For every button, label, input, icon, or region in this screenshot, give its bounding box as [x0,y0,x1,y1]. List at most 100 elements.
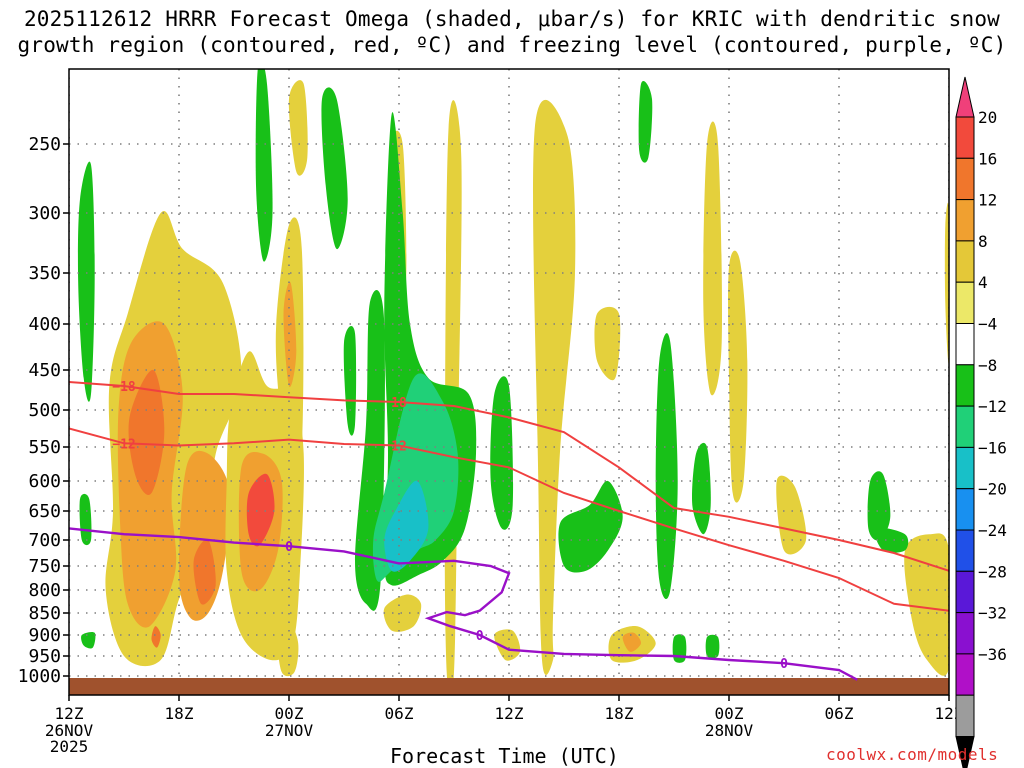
omega-region-10 [283,282,297,388]
colorbar-label-2: 12 [978,191,997,210]
omega-region-4 [193,539,216,605]
colorbar-swatch-5 [955,281,975,325]
y-tick-label-500: 500 [28,400,61,421]
x-tick-label-36: 00Z [715,704,744,723]
ground-surface [69,678,949,695]
colorbar-swatch-3 [955,199,975,242]
dgz-label-mid-1: 12 [391,440,407,455]
colorbar-label-9: −20 [978,480,1007,499]
x-tick-label-6: 18Z [165,704,194,723]
omega-region-39 [655,333,678,600]
dgz-label-left-0: −18 [112,380,136,395]
colorbar-swatch-9 [955,446,975,490]
colorbar-swatch-10 [955,488,975,531]
y-tick-label-600: 600 [28,471,61,492]
colorbar-swatch-1 [955,116,975,159]
dgz-label-left-1: −12 [112,437,135,452]
freezing-label-c-0: 0 [780,657,788,672]
credit-link[interactable]: coolwx.com/models [826,745,999,764]
omega-region-22 [728,250,748,503]
x-axis-title: Forecast Time (UTC) [390,744,619,768]
omega-region-41 [672,634,687,663]
omega-shading [69,69,949,695]
omega-region-26 [77,161,95,402]
chart-title: 2025112612 HRRR Forecast Omega (shaded, … [0,6,1024,58]
omega-region-8 [246,473,275,547]
omega-region-12 [288,80,308,176]
omega-region-42 [705,634,720,659]
freezing-label-b-0: 0 [476,629,484,644]
x-tick-label-42: 06Z [825,704,854,723]
colorbar-label-5: −4 [978,315,997,334]
y-tick-label-650: 650 [28,501,61,522]
colorbar-label-12: −32 [978,604,1007,623]
colorbar-swatch-7 [955,364,975,407]
x-tick-date-12: 27NOV [265,721,314,740]
colorbar-swatch-2 [955,157,975,201]
y-tick-label-450: 450 [28,360,61,381]
y-tick-label-950: 950 [28,646,61,667]
x-tick-label-30: 18Z [605,704,634,723]
colorbar-label-3: 8 [978,232,988,251]
x-tick-date-36: 28NOV [705,721,754,740]
colorbar-swatch-8 [955,405,975,448]
colorbar-label-0: 20 [978,108,997,127]
colorbar-swatch-4 [955,240,975,283]
title-line-1: 2025112612 HRRR Forecast Omega (shaded, … [23,7,1001,31]
y-tick-label-850: 850 [28,603,61,624]
colorbar-swatch-6 [955,323,975,366]
y-tick-label-350: 350 [28,263,61,284]
title-line-2: growth region (contoured, red, ºC) and f… [17,33,1007,57]
omega-region-28 [81,631,96,649]
dgz-contour-0 [69,381,949,572]
y-axis: 2503003504004505005506006507007508008509… [18,134,69,687]
x-tick-label-24: 12Z [495,704,524,723]
freezing-label-a-0: 0 [285,540,293,555]
omega-region-44 [874,527,909,553]
y-tick-label-750: 750 [28,556,61,577]
omega-region-24 [904,533,949,676]
x-tick-date-0: 26NOV [45,721,94,740]
colorbar: 20 16 12 8 4 −4 −8 −12 −16 −20 −24 −28 −32 −36 [955,76,1007,768]
x-tick-label-18: 06Z [385,704,414,723]
omega-region-43 [867,471,891,541]
x-tick-label-12: 00Z [275,704,304,723]
y-tick-label-550: 550 [28,437,61,458]
dgz-label-mid-0: 18 [391,396,407,411]
colorbar-label-11: −28 [978,562,1007,581]
x-tick-label-0: 12Z [55,704,84,723]
omega-region-29 [255,69,273,262]
colorbar-swatch-0 [955,76,975,118]
y-tick-label-400: 400 [28,314,61,335]
omega-region-2 [178,450,231,621]
y-tick-label-300: 300 [28,203,61,224]
temperature-contours: −18 18 −12 12 0 0 0 [69,380,949,681]
colorbar-label-1: 16 [978,149,997,168]
colorbar-label-13: −36 [978,645,1007,664]
omega-region-17 [533,99,576,675]
omega-region-30 [321,87,348,250]
omega-region-13 [383,594,422,632]
omega-region-35 [384,480,429,572]
dgz-contour-1 [69,427,949,612]
freezing-contour-0 [69,527,858,681]
omega-region-37 [558,480,623,573]
y-tick-label-900: 900 [28,625,61,646]
omega-region-25 [944,202,949,364]
omega-region-5 [151,626,161,648]
y-tick-label-800: 800 [28,580,61,601]
omega-region-27 [79,493,92,546]
omega-region-23 [776,475,807,555]
colorbar-label-4: 4 [978,273,988,292]
omega-region-20 [594,306,621,381]
colorbar-label-10: −24 [978,521,1007,540]
omega-region-31 [343,326,357,436]
y-tick-label-1000: 1000 [18,666,61,687]
y-tick-label-700: 700 [28,530,61,551]
colorbar-swatch-13 [955,612,975,655]
omega-region-16 [494,629,521,661]
colorbar-swatch-15 [955,694,975,738]
colorbar-swatch-11 [955,529,975,572]
